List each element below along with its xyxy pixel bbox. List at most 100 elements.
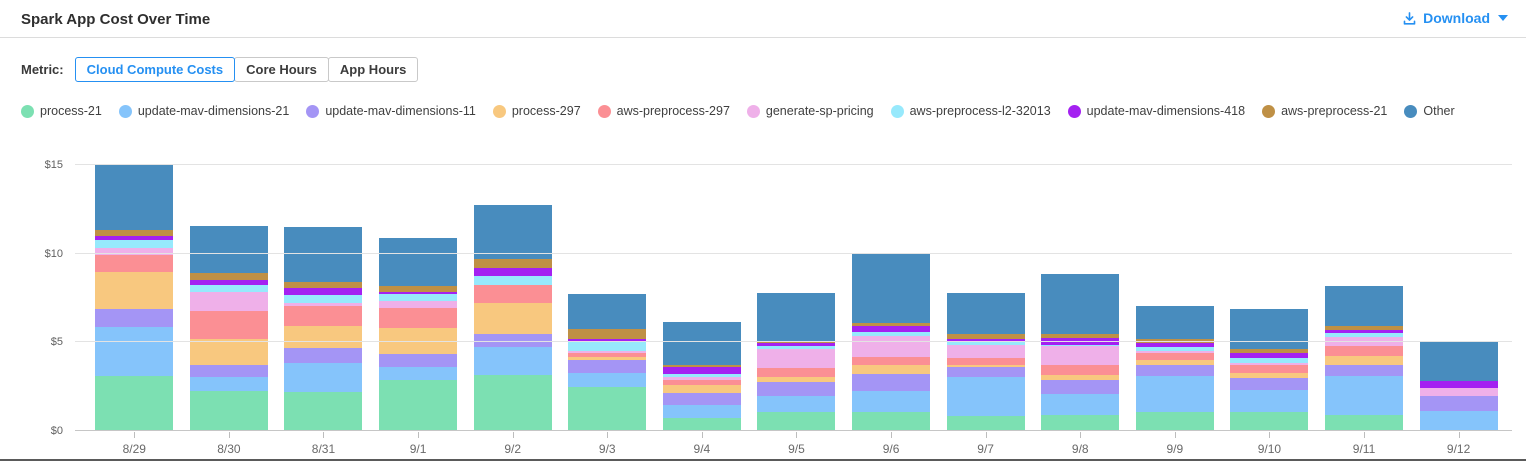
- bar-segment-aws-preprocess-21[interactable]: [946, 334, 1025, 339]
- bar-segment-process-21[interactable]: [1325, 415, 1404, 431]
- bar-segment-aws-preprocess-297[interactable]: [1041, 365, 1120, 376]
- bar-segment-generate-sp-pricing[interactable]: [284, 303, 363, 307]
- stacked-bar-8-29[interactable]: [95, 164, 174, 431]
- bar-segment-process-297[interactable]: [189, 338, 268, 365]
- bar-segment-other[interactable]: [284, 227, 363, 283]
- bar-segment-aws-preprocess-l2-32013[interactable]: [757, 345, 836, 350]
- bar-segment-aws-preprocess-297[interactable]: [1135, 353, 1214, 361]
- bar-segment-process-21[interactable]: [852, 412, 931, 431]
- bar-segment-aws-preprocess-297[interactable]: [946, 358, 1025, 366]
- bar-segment-update-mav-dimensions-11[interactable]: [662, 392, 741, 406]
- bar-segment-generate-sp-pricing[interactable]: [568, 351, 647, 354]
- bar-segment-aws-preprocess-l2-32013[interactable]: [1135, 346, 1214, 352]
- stacked-bar-9-12[interactable]: [1419, 341, 1498, 431]
- metric-option-core-hours[interactable]: Core Hours: [234, 57, 329, 82]
- bar-segment-other[interactable]: [189, 226, 268, 274]
- bar-segment-process-21[interactable]: [757, 412, 836, 431]
- bar-segment-process-297[interactable]: [1325, 355, 1404, 366]
- stacked-bar-9-8[interactable]: [1041, 274, 1120, 431]
- bar-segment-generate-sp-pricing[interactable]: [1230, 362, 1309, 366]
- bar-segment-aws-preprocess-297[interactable]: [473, 284, 552, 304]
- bar-segment-process-297[interactable]: [946, 365, 1025, 368]
- bar-segment-update-mav-dimensions-11[interactable]: [1041, 380, 1120, 394]
- bar-segment-process-297[interactable]: [1041, 375, 1120, 381]
- bar-segment-update-mav-dimensions-11[interactable]: [946, 367, 1025, 377]
- bar-segment-aws-preprocess-21[interactable]: [568, 329, 647, 339]
- bar-segment-update-mav-dimensions-11[interactable]: [1135, 364, 1214, 377]
- bar-segment-process-21[interactable]: [1041, 415, 1120, 431]
- bar-segment-aws-preprocess-21[interactable]: [1230, 348, 1309, 354]
- bar-segment-update-mav-dimensions-21[interactable]: [568, 372, 647, 387]
- bar-segment-process-21[interactable]: [379, 379, 458, 431]
- bar-segment-update-mav-dimensions-21[interactable]: [284, 362, 363, 392]
- bar-segment-generate-sp-pricing[interactable]: [946, 345, 1025, 359]
- bar-segment-generate-sp-pricing[interactable]: [757, 349, 836, 369]
- bar-segment-update-mav-dimensions-11[interactable]: [568, 360, 647, 373]
- bar-segment-aws-preprocess-21[interactable]: [662, 364, 741, 368]
- bar-segment-generate-sp-pricing[interactable]: [1135, 351, 1214, 354]
- stacked-bar-8-30[interactable]: [189, 226, 268, 431]
- bar-segment-process-297[interactable]: [568, 356, 647, 361]
- bar-segment-aws-preprocess-l2-32013[interactable]: [568, 342, 647, 352]
- bar-segment-process-297[interactable]: [379, 328, 458, 354]
- bar-segment-update-mav-dimensions-418[interactable]: [852, 326, 931, 332]
- bar-segment-update-mav-dimensions-418[interactable]: [946, 338, 1025, 342]
- bar-segment-update-mav-dimensions-11[interactable]: [379, 353, 458, 368]
- stacked-bar-9-4[interactable]: [662, 322, 741, 431]
- bar-segment-aws-preprocess-21[interactable]: [189, 273, 268, 281]
- bar-segment-other[interactable]: [1230, 308, 1309, 349]
- bar-segment-update-mav-dimensions-11[interactable]: [1325, 365, 1404, 377]
- bar-segment-aws-preprocess-21[interactable]: [379, 285, 458, 292]
- stacked-bar-8-31[interactable]: [284, 227, 363, 431]
- bar-segment-update-mav-dimensions-418[interactable]: [189, 280, 268, 285]
- bar-segment-process-21[interactable]: [568, 386, 647, 431]
- bar-segment-update-mav-dimensions-21[interactable]: [1419, 410, 1498, 431]
- legend-item-process-21[interactable]: process-21: [21, 104, 102, 118]
- bar-segment-aws-preprocess-21[interactable]: [1041, 333, 1120, 338]
- bar-segment-other[interactable]: [852, 253, 931, 323]
- metric-option-cloud-compute-costs[interactable]: Cloud Compute Costs: [74, 57, 236, 82]
- bar-segment-update-mav-dimensions-11[interactable]: [95, 308, 174, 328]
- bar-segment-update-mav-dimensions-21[interactable]: [1230, 390, 1309, 413]
- bar-segment-other[interactable]: [1135, 306, 1214, 339]
- bar-segment-update-mav-dimensions-418[interactable]: [757, 343, 836, 346]
- bar-segment-aws-preprocess-21[interactable]: [852, 322, 931, 327]
- legend-item-process-297[interactable]: process-297: [492, 104, 581, 118]
- stacked-bar-9-3[interactable]: [568, 293, 647, 431]
- bar-segment-aws-preprocess-21[interactable]: [1135, 338, 1214, 344]
- bar-segment-aws-preprocess-21[interactable]: [473, 259, 552, 268]
- bar-segment-aws-preprocess-297[interactable]: [852, 356, 931, 365]
- stacked-bar-9-2[interactable]: [473, 204, 552, 431]
- bar-segment-aws-preprocess-l2-32013[interactable]: [662, 374, 741, 377]
- bar-segment-generate-sp-pricing[interactable]: [852, 336, 931, 357]
- bar-segment-update-mav-dimensions-418[interactable]: [1135, 343, 1214, 347]
- bar-segment-other[interactable]: [946, 292, 1025, 335]
- bar-segment-process-297[interactable]: [662, 384, 741, 393]
- bar-segment-aws-preprocess-l2-32013[interactable]: [1041, 345, 1120, 346]
- bar-segment-process-297[interactable]: [284, 326, 363, 348]
- bar-segment-process-297[interactable]: [1135, 360, 1214, 365]
- bar-segment-generate-sp-pricing[interactable]: [662, 376, 741, 380]
- bar-segment-aws-preprocess-l2-32013[interactable]: [379, 293, 458, 301]
- bar-segment-update-mav-dimensions-418[interactable]: [568, 338, 647, 343]
- bar-segment-aws-preprocess-l2-32013[interactable]: [1230, 358, 1309, 363]
- bar-segment-aws-preprocess-l2-32013[interactable]: [852, 331, 931, 337]
- bar-segment-update-mav-dimensions-418[interactable]: [662, 367, 741, 375]
- bar-segment-process-297[interactable]: [1230, 373, 1309, 378]
- bar-segment-update-mav-dimensions-21[interactable]: [946, 376, 1025, 416]
- bar-segment-aws-preprocess-297[interactable]: [95, 255, 174, 273]
- bar-segment-aws-preprocess-l2-32013[interactable]: [189, 284, 268, 292]
- bar-segment-aws-preprocess-297[interactable]: [1325, 345, 1404, 356]
- bar-segment-generate-sp-pricing[interactable]: [189, 291, 268, 312]
- bar-segment-aws-preprocess-l2-32013[interactable]: [95, 239, 174, 248]
- bar-segment-update-mav-dimensions-11[interactable]: [284, 347, 363, 363]
- legend-item-update-mav-dimensions-11[interactable]: update-mav-dimensions-11: [306, 104, 476, 118]
- bar-segment-update-mav-dimensions-21[interactable]: [1325, 376, 1404, 416]
- bar-segment-process-297[interactable]: [757, 376, 836, 383]
- bar-segment-process-21[interactable]: [473, 375, 552, 431]
- bar-segment-aws-preprocess-297[interactable]: [568, 353, 647, 357]
- bar-segment-update-mav-dimensions-21[interactable]: [662, 405, 741, 418]
- bar-segment-process-297[interactable]: [473, 303, 552, 335]
- bar-segment-update-mav-dimensions-11[interactable]: [852, 374, 931, 392]
- bar-segment-update-mav-dimensions-418[interactable]: [284, 288, 363, 296]
